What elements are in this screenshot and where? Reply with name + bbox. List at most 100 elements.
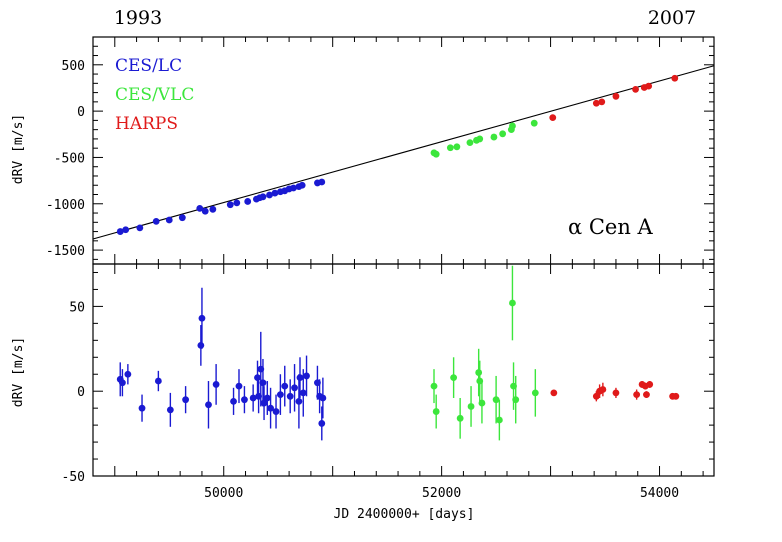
y-tick-label: 50: [69, 300, 85, 315]
residual-point-ces-lc: [154, 377, 162, 385]
residual-point-ces-lc: [296, 374, 304, 382]
residual-point-ces-lc: [291, 384, 298, 392]
data-point-harps: [671, 74, 679, 82]
data-point-ces-lc: [116, 228, 124, 235]
residual-point-ces-lc: [263, 394, 271, 402]
data-point-ces-lc: [290, 184, 297, 192]
y-tick-label: -50: [62, 470, 85, 485]
residual-point-harps: [550, 389, 558, 397]
bottom-ticks-layer: 50000 52000 54000 50 0 -50: [62, 264, 714, 501]
residual-point-ces-lc: [198, 314, 206, 322]
legend-entry-ces-vlc: CES/VLC: [115, 85, 194, 105]
residual-point-ces-vlc: [467, 403, 475, 410]
residual-point-ces-lc: [260, 399, 268, 407]
fit-line: [92, 65, 715, 240]
x-axis-title: JD 2400000+ [days]: [334, 507, 475, 522]
y-tick-label: 500: [62, 59, 85, 74]
residual-point-harps: [612, 389, 620, 397]
residual-point-ces-lc: [319, 394, 327, 402]
year-label-right: 2007: [648, 7, 696, 29]
residual-point-ces-lc: [259, 379, 267, 387]
residual-point-ces-lc: [286, 392, 294, 400]
data-point-harps: [549, 114, 557, 122]
residual-point-harps: [599, 386, 607, 393]
residual-point-ces-lc: [119, 379, 126, 387]
y-tick-label: 0: [77, 385, 85, 400]
data-point-ces-lc: [201, 207, 209, 215]
residual-point-harps: [672, 392, 680, 400]
residual-point-harps: [643, 391, 650, 398]
residual-point-ces-lc: [197, 342, 205, 349]
residual-point-ces-vlc: [478, 399, 486, 407]
top-y-axis-title: dRV [m/s]: [11, 114, 26, 184]
residual-point-ces-lc: [303, 372, 310, 380]
residual-point-ces-lc: [272, 408, 280, 415]
residual-point-ces-lc: [249, 394, 257, 402]
data-point-harps: [598, 98, 606, 106]
data-point-ces-vlc: [509, 122, 516, 130]
bottom-panel: 50000 52000 54000 50 0 -50 dRV [m/s] JD 24000…: [11, 263, 715, 522]
residual-point-ces-lc: [281, 382, 289, 390]
residual-point-ces-lc: [267, 404, 274, 412]
y-tick-label: -500: [54, 151, 85, 166]
bottom-y-axis-title: dRV [m/s]: [11, 337, 26, 407]
data-point-ces-lc: [136, 224, 144, 232]
x-tick-label: 50000: [204, 486, 243, 501]
residual-point-harps: [646, 381, 654, 388]
residual-point-ces-vlc: [492, 396, 500, 404]
data-point-ces-lc: [266, 191, 273, 199]
top-points-layer: [116, 74, 679, 235]
data-point-ces-lc: [178, 214, 186, 222]
star-annotation: α Cen A: [568, 215, 654, 239]
residual-point-ces-lc: [182, 396, 190, 404]
data-point-ces-lc: [271, 189, 279, 197]
data-point-ces-lc: [233, 199, 241, 207]
data-point-harps: [612, 92, 620, 100]
data-point-ces-lc: [165, 216, 173, 224]
residual-point-ces-lc: [276, 391, 284, 398]
residual-point-ces-lc: [230, 397, 237, 405]
residual-point-ces-lc: [241, 396, 248, 404]
data-point-ces-lc: [196, 205, 204, 212]
data-point-ces-vlc: [466, 139, 474, 147]
data-point-ces-lc: [318, 178, 326, 186]
y-tick-label: -1000: [46, 198, 85, 213]
residual-point-ces-lc: [235, 382, 243, 390]
data-point-ces-lc: [152, 217, 160, 225]
residual-point-harps: [633, 391, 641, 398]
legend-entry-ces-lc: CES/LC: [115, 56, 182, 76]
top-panel: 500 0 -500 -1000 -1500 1993 2007 CES/LC CES/…: [11, 7, 715, 265]
top-ticks-layer: 500 0 -500 -1000 -1500: [46, 37, 714, 264]
residual-point-ces-vlc: [475, 369, 483, 376]
residual-point-ces-lc: [205, 401, 212, 409]
bottom-points-layer: [116, 265, 680, 441]
residual-point-harps: [592, 392, 600, 400]
residual-point-ces-lc: [212, 381, 220, 388]
data-point-ces-vlc: [530, 119, 538, 127]
year-label-left: 1993: [114, 7, 162, 29]
data-point-ces-lc: [226, 201, 234, 209]
data-point-ces-vlc: [432, 150, 440, 158]
data-point-ces-vlc: [446, 144, 454, 152]
data-point-ces-vlc: [499, 130, 507, 138]
data-point-ces-lc: [298, 181, 306, 189]
data-point-harps: [592, 99, 600, 107]
data-point-harps: [632, 85, 639, 93]
y-tick-label: 0: [77, 105, 85, 120]
residual-point-ces-lc: [318, 420, 326, 427]
residual-point-ces-lc: [295, 397, 303, 405]
x-tick-label: 54000: [640, 486, 679, 501]
residual-point-ces-vlc: [456, 414, 464, 422]
data-point-ces-lc: [122, 226, 130, 234]
y-tick-label: -1500: [46, 244, 85, 259]
data-point-ces-lc: [259, 193, 267, 201]
residual-point-ces-vlc: [450, 374, 458, 382]
residual-point-ces-vlc: [495, 416, 503, 424]
residual-point-ces-vlc: [531, 389, 539, 397]
residual-point-ces-lc: [166, 406, 174, 414]
legend-entry-harps: HARPS: [115, 114, 178, 134]
fit-line-layer: [92, 65, 715, 240]
data-point-ces-lc: [244, 198, 252, 205]
